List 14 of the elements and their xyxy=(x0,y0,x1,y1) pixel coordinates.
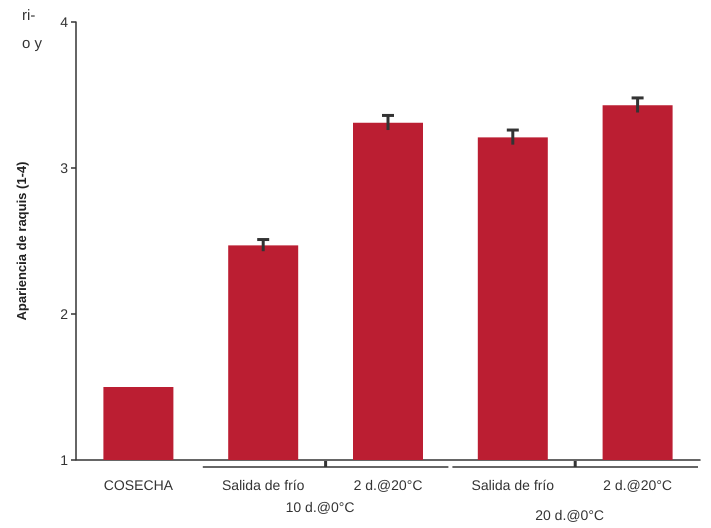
y-tick-label: 3 xyxy=(60,160,68,176)
y-tick-label: 1 xyxy=(60,452,68,468)
y-tick-label: 2 xyxy=(60,306,68,322)
y-tick-label: 4 xyxy=(60,14,68,30)
x-tick-label: Salida de frío xyxy=(222,477,305,493)
text: 10 d.@0°C xyxy=(286,499,354,515)
x-tick-label: Salida de frío xyxy=(472,477,554,493)
text: 20 d.@0°C xyxy=(535,507,604,523)
x-tick-label: 2 d.@20°C xyxy=(354,477,422,493)
y-axis-title: Apariencia de raquis (1-4) xyxy=(14,162,29,320)
text: ri- xyxy=(22,7,36,24)
text: o y xyxy=(22,35,43,52)
x-tick-label: 2 d.@20°C xyxy=(603,477,672,493)
x-tick-label: COSECHA xyxy=(104,477,174,493)
